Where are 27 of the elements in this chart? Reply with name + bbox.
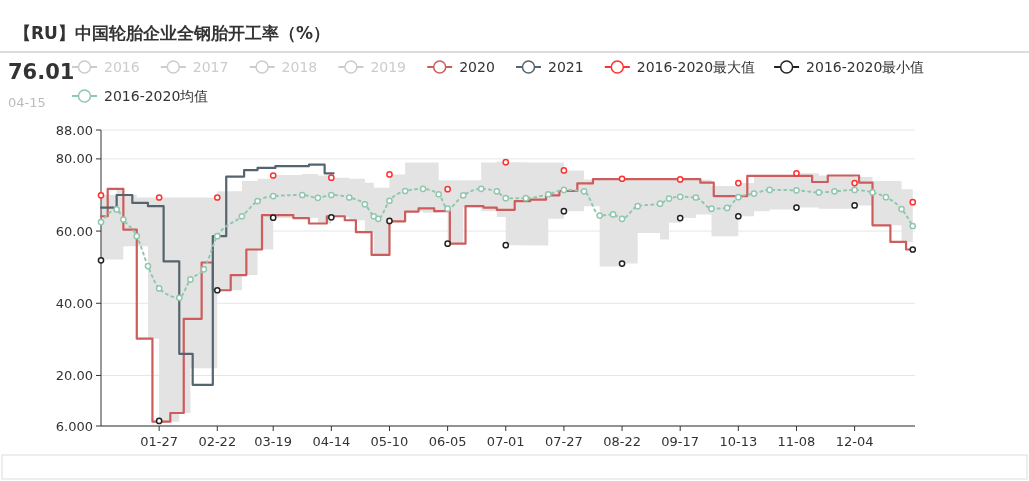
legend-label: 2016-2020最大值 [636, 58, 756, 75]
x-tick-label: 07-27 [545, 434, 583, 449]
y-tick-label: 6.000 [55, 418, 93, 434]
y-tick-label: 40.00 [55, 295, 93, 311]
x-tick-label: 01-27 [140, 434, 179, 449]
x-tick-label: 03-19 [254, 434, 293, 449]
x-tick-label: 11-08 [777, 434, 816, 449]
legend-label: 2016-2020最小值 [806, 58, 925, 75]
x-tick-label: 12-04 [835, 434, 874, 449]
text: 76.01 [8, 60, 75, 84]
x-tick-label: 09-17 [661, 434, 700, 449]
x-tick-label: 06-05 [428, 434, 467, 449]
y-tick-label: 60.00 [55, 223, 93, 239]
text: 04-15 [8, 95, 46, 110]
x-tick-label: 07-01 [486, 434, 525, 449]
x-tick-label: 08-22 [603, 434, 641, 449]
x-tick-label: 04-14 [312, 434, 351, 449]
y-tick-label: 80.00 [55, 151, 93, 167]
legend-label: 2016-2020均值 [104, 87, 209, 104]
chart-title: 【RU】中国轮胎企业全钢胎开工率（%） [14, 23, 330, 43]
x-tick-label: 05-10 [370, 434, 409, 449]
legend-label: 2020 [459, 58, 495, 75]
y-tick-label: 20.00 [55, 368, 93, 384]
legend-label: 2021 [548, 58, 584, 75]
y-tick-label: 88.00 [55, 122, 93, 138]
x-tick-label: 02-22 [198, 434, 237, 449]
x-tick-label: 10-13 [719, 434, 758, 449]
